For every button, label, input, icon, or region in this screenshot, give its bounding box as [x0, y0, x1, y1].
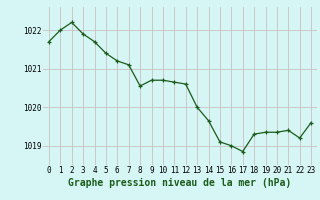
X-axis label: Graphe pression niveau de la mer (hPa): Graphe pression niveau de la mer (hPa)	[68, 178, 292, 188]
